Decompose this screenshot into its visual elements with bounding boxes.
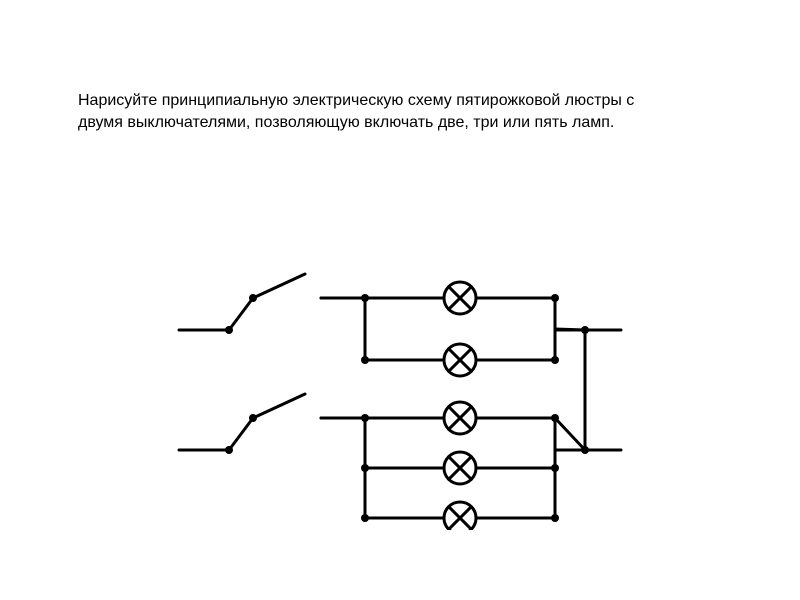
circuit-svg: [175, 260, 625, 530]
page: Нарисуйте принципиальную электрическую с…: [0, 0, 800, 600]
problem-statement: Нарисуйте принципиальную электрическую с…: [78, 90, 668, 133]
circuit-diagram: [175, 260, 625, 520]
